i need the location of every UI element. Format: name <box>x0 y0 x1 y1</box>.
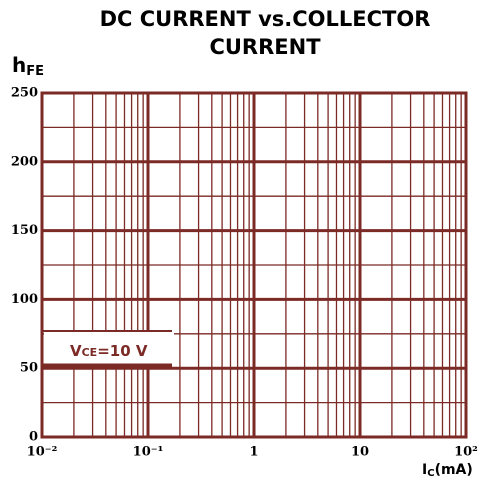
annotation-part: V <box>70 342 82 360</box>
annotation-bg <box>44 332 174 365</box>
x-tick-label: 10⁻² <box>27 445 58 460</box>
x-tick-label: 10² <box>454 445 478 460</box>
annotation: VCE=10 V <box>70 342 148 360</box>
y-axis-label: hFE <box>12 53 44 79</box>
x-label-sub: C <box>427 468 434 479</box>
y-tick-label: 200 <box>11 154 38 169</box>
x-tick-label: 10 <box>351 445 369 460</box>
y-tick-label: 100 <box>11 292 38 307</box>
plot-frame <box>40 91 468 439</box>
x-axis-label: IC(mA) <box>422 462 473 479</box>
y-label-main: h <box>12 53 26 77</box>
annotation-part: =10 V <box>97 342 148 360</box>
title-text: DC CURRENT vs.COLLECTOR <box>100 7 431 31</box>
annotation-part: CE <box>82 346 98 359</box>
y-label-sub: FE <box>26 64 44 79</box>
x-label-unit: (mA) <box>435 462 473 478</box>
y-tick-label: 50 <box>20 361 38 376</box>
y-tick-label: 0 <box>29 430 38 445</box>
x-tick-label: 1 <box>249 445 258 460</box>
x-tick-label: 10⁻¹ <box>133 445 164 460</box>
chart-title: DC CURRENT vs.COLLECTOR <box>100 7 431 31</box>
y-tick-label: 250 <box>11 86 38 101</box>
chart-title-line2: CURRENT <box>209 35 321 59</box>
y-tick-label: 150 <box>11 223 38 238</box>
x-label-main: I <box>422 462 427 478</box>
